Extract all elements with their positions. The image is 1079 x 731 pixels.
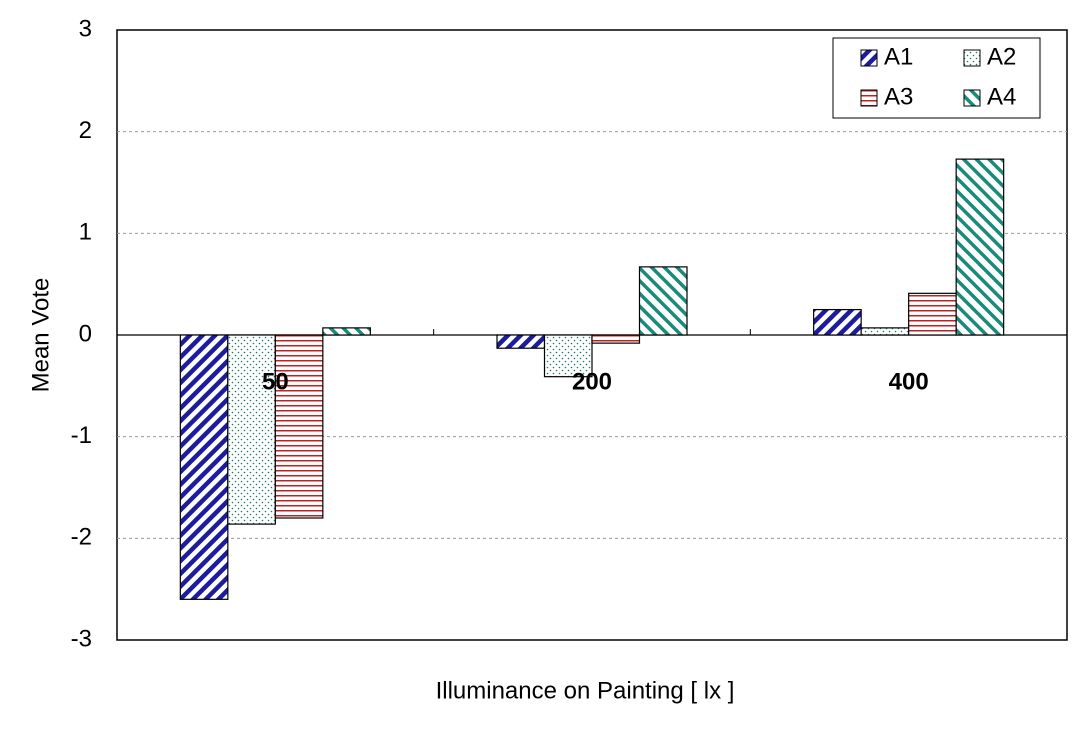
bar — [543, 334, 593, 378]
legend-label: A1 — [884, 43, 913, 70]
legend-swatch — [860, 49, 878, 67]
x-axis-title: Illuminance on Painting [ lx ] — [436, 677, 735, 704]
legend-swatch — [963, 49, 981, 67]
bar — [638, 266, 688, 336]
y-tick-label: 0 — [79, 320, 92, 347]
legend-label: A4 — [987, 83, 1016, 110]
bar — [591, 334, 641, 344]
bar — [860, 327, 910, 336]
bar — [227, 334, 276, 525]
y-tick-label: -1 — [71, 422, 92, 449]
bar — [274, 334, 324, 519]
x-tick-label: 400 — [889, 368, 929, 395]
bar — [496, 334, 546, 349]
bar — [955, 158, 1005, 336]
x-tick-label: 50 — [262, 368, 289, 395]
bar — [179, 334, 229, 600]
legend-label: A2 — [987, 43, 1016, 70]
y-tick-label: 1 — [79, 219, 92, 246]
bar — [322, 327, 371, 336]
legend-swatch — [963, 89, 981, 107]
legend-swatch — [860, 89, 878, 107]
y-tick-label: -3 — [71, 625, 92, 652]
y-tick-label: 2 — [79, 117, 92, 144]
y-tick-label: 3 — [79, 15, 92, 42]
legend-label: A3 — [884, 83, 913, 110]
y-tick-label: -2 — [71, 524, 92, 551]
bar — [813, 308, 862, 336]
x-tick-label: 200 — [572, 368, 612, 395]
y-axis-title: Mean Vote — [27, 278, 54, 393]
bar — [908, 292, 957, 336]
